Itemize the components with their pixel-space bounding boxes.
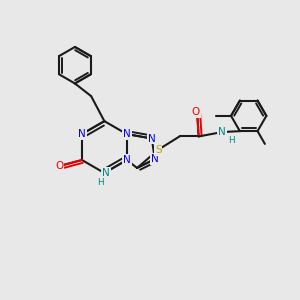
Text: N: N [148, 134, 156, 143]
Text: N: N [123, 129, 131, 139]
Text: H: H [228, 136, 234, 145]
Text: N: N [102, 168, 110, 178]
Text: S: S [155, 145, 162, 155]
Text: N: N [218, 127, 226, 137]
Text: N: N [151, 154, 159, 164]
Text: H: H [97, 178, 103, 187]
Text: O: O [55, 161, 63, 171]
Text: O: O [192, 107, 200, 117]
Text: N: N [78, 129, 86, 139]
Text: N: N [123, 155, 131, 165]
